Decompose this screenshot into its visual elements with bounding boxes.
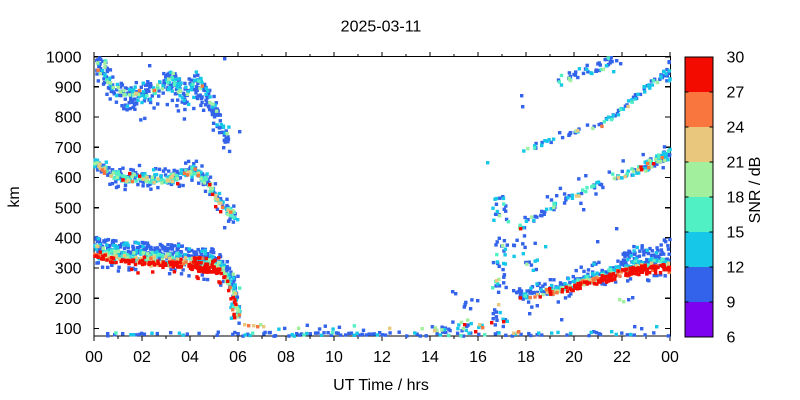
svg-text:600: 600	[55, 170, 82, 187]
svg-text:18: 18	[727, 190, 745, 207]
svg-text:900: 900	[55, 80, 82, 97]
svg-text:6: 6	[727, 330, 736, 347]
svg-text:UT Time / hrs: UT Time / hrs	[333, 377, 429, 394]
svg-text:10: 10	[325, 349, 343, 366]
svg-text:1000: 1000	[46, 49, 82, 66]
svg-text:14: 14	[421, 349, 439, 366]
svg-text:22: 22	[613, 349, 631, 366]
svg-text:300: 300	[55, 261, 82, 278]
svg-text:400: 400	[55, 231, 82, 248]
svg-text:700: 700	[55, 140, 82, 157]
svg-text:15: 15	[727, 225, 745, 242]
svg-text:27: 27	[727, 85, 745, 102]
svg-text:2025-03-11: 2025-03-11	[341, 19, 422, 36]
svg-text:km: km	[6, 186, 23, 207]
svg-text:20: 20	[565, 349, 583, 366]
svg-text:06: 06	[229, 349, 247, 366]
svg-text:21: 21	[727, 155, 745, 172]
svg-text:00: 00	[661, 349, 679, 366]
svg-text:800: 800	[55, 110, 82, 127]
svg-text:04: 04	[181, 349, 199, 366]
svg-text:24: 24	[727, 120, 745, 137]
svg-text:30: 30	[727, 50, 745, 67]
svg-text:9: 9	[727, 295, 736, 312]
svg-text:08: 08	[277, 349, 295, 366]
svg-text:16: 16	[469, 349, 487, 366]
svg-text:12: 12	[373, 349, 391, 366]
svg-text:12: 12	[727, 260, 745, 277]
svg-text:SNR / dB: SNR / dB	[747, 157, 764, 224]
svg-text:02: 02	[133, 349, 151, 366]
svg-text:18: 18	[517, 349, 535, 366]
svg-text:100: 100	[55, 321, 82, 338]
svg-text:00: 00	[85, 349, 103, 366]
svg-text:500: 500	[55, 200, 82, 217]
svg-text:200: 200	[55, 291, 82, 308]
